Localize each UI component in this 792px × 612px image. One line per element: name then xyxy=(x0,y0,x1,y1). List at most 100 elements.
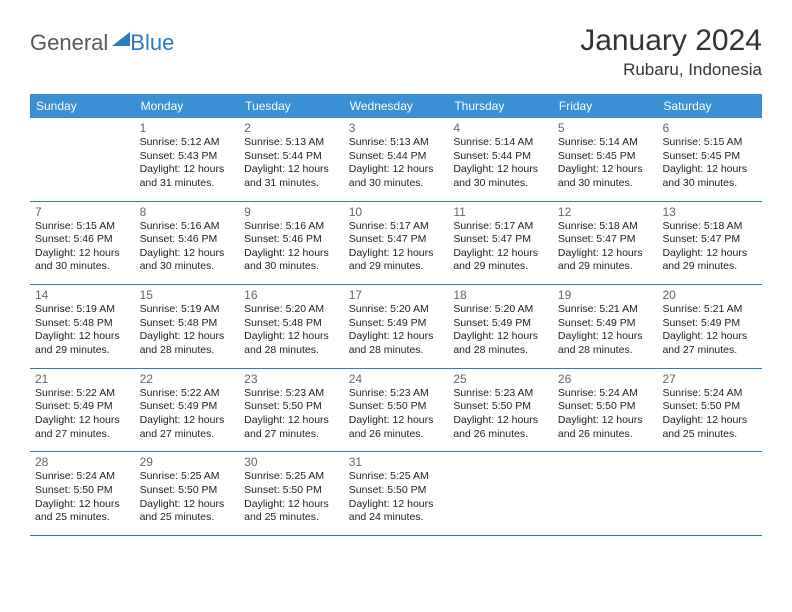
sunrise-line: Sunrise: 5:17 AM xyxy=(349,220,444,234)
sunset-line: Sunset: 5:50 PM xyxy=(244,484,339,498)
location: Rubaru, Indonesia xyxy=(580,60,762,80)
weeks-container: 1Sunrise: 5:12 AMSunset: 5:43 PMDaylight… xyxy=(30,118,762,536)
day-of-week-row: SundayMondayTuesdayWednesdayThursdayFrid… xyxy=(30,94,762,118)
daylight-line: Daylight: 12 hours and 28 minutes. xyxy=(244,330,339,357)
sunset-line: Sunset: 5:47 PM xyxy=(662,233,757,247)
sunrise-line: Sunrise: 5:12 AM xyxy=(140,136,235,150)
day-number: 6 xyxy=(662,121,757,135)
day-cell: 8Sunrise: 5:16 AMSunset: 5:46 PMDaylight… xyxy=(135,202,240,285)
day-cell: 25Sunrise: 5:23 AMSunset: 5:50 PMDayligh… xyxy=(448,369,553,452)
day-number: 13 xyxy=(662,205,757,219)
sunset-line: Sunset: 5:47 PM xyxy=(453,233,548,247)
day-cell: 3Sunrise: 5:13 AMSunset: 5:44 PMDaylight… xyxy=(344,118,449,201)
sunrise-line: Sunrise: 5:24 AM xyxy=(558,387,653,401)
day-number: 22 xyxy=(140,372,235,386)
triangle-icon xyxy=(112,32,130,46)
day-cell: 22Sunrise: 5:22 AMSunset: 5:49 PMDayligh… xyxy=(135,369,240,452)
day-number: 14 xyxy=(35,288,130,302)
day-cell: 20Sunrise: 5:21 AMSunset: 5:49 PMDayligh… xyxy=(657,285,762,368)
sunset-line: Sunset: 5:43 PM xyxy=(140,150,235,164)
day-cell: 13Sunrise: 5:18 AMSunset: 5:47 PMDayligh… xyxy=(657,202,762,285)
daylight-line: Daylight: 12 hours and 25 minutes. xyxy=(662,414,757,441)
day-cell: 12Sunrise: 5:18 AMSunset: 5:47 PMDayligh… xyxy=(553,202,658,285)
daylight-line: Daylight: 12 hours and 29 minutes. xyxy=(453,247,548,274)
daylight-line: Daylight: 12 hours and 29 minutes. xyxy=(662,247,757,274)
sunrise-line: Sunrise: 5:21 AM xyxy=(558,303,653,317)
sunrise-line: Sunrise: 5:21 AM xyxy=(662,303,757,317)
daylight-line: Daylight: 12 hours and 29 minutes. xyxy=(558,247,653,274)
day-cell: 23Sunrise: 5:23 AMSunset: 5:50 PMDayligh… xyxy=(239,369,344,452)
day-number: 2 xyxy=(244,121,339,135)
sunrise-line: Sunrise: 5:22 AM xyxy=(140,387,235,401)
day-cell: 6Sunrise: 5:15 AMSunset: 5:45 PMDaylight… xyxy=(657,118,762,201)
daylight-line: Daylight: 12 hours and 31 minutes. xyxy=(244,163,339,190)
sunset-line: Sunset: 5:49 PM xyxy=(453,317,548,331)
sunrise-line: Sunrise: 5:19 AM xyxy=(140,303,235,317)
sunset-line: Sunset: 5:48 PM xyxy=(244,317,339,331)
sunrise-line: Sunrise: 5:24 AM xyxy=(35,470,130,484)
daylight-line: Daylight: 12 hours and 28 minutes. xyxy=(453,330,548,357)
daylight-line: Daylight: 12 hours and 26 minutes. xyxy=(453,414,548,441)
daylight-line: Daylight: 12 hours and 30 minutes. xyxy=(35,247,130,274)
sunset-line: Sunset: 5:50 PM xyxy=(349,400,444,414)
week-row: 21Sunrise: 5:22 AMSunset: 5:49 PMDayligh… xyxy=(30,369,762,453)
sunrise-line: Sunrise: 5:25 AM xyxy=(244,470,339,484)
sunrise-line: Sunrise: 5:18 AM xyxy=(662,220,757,234)
sunrise-line: Sunrise: 5:17 AM xyxy=(453,220,548,234)
week-row: 14Sunrise: 5:19 AMSunset: 5:48 PMDayligh… xyxy=(30,285,762,369)
dow-cell: Saturday xyxy=(657,94,762,118)
day-number: 21 xyxy=(35,372,130,386)
daylight-line: Daylight: 12 hours and 26 minutes. xyxy=(349,414,444,441)
sunset-line: Sunset: 5:49 PM xyxy=(662,317,757,331)
sunrise-line: Sunrise: 5:20 AM xyxy=(349,303,444,317)
sunset-line: Sunset: 5:49 PM xyxy=(35,400,130,414)
day-cell: 15Sunrise: 5:19 AMSunset: 5:48 PMDayligh… xyxy=(135,285,240,368)
sunrise-line: Sunrise: 5:23 AM xyxy=(453,387,548,401)
day-cell: 9Sunrise: 5:16 AMSunset: 5:46 PMDaylight… xyxy=(239,202,344,285)
sunrise-line: Sunrise: 5:24 AM xyxy=(662,387,757,401)
day-cell: 31Sunrise: 5:25 AMSunset: 5:50 PMDayligh… xyxy=(344,452,449,535)
dow-cell: Sunday xyxy=(30,94,135,118)
title-block: January 2024 Rubaru, Indonesia xyxy=(580,24,762,80)
day-cell: 14Sunrise: 5:19 AMSunset: 5:48 PMDayligh… xyxy=(30,285,135,368)
week-row: 28Sunrise: 5:24 AMSunset: 5:50 PMDayligh… xyxy=(30,452,762,536)
daylight-line: Daylight: 12 hours and 28 minutes. xyxy=(558,330,653,357)
daylight-line: Daylight: 12 hours and 27 minutes. xyxy=(244,414,339,441)
month-title: January 2024 xyxy=(580,24,762,58)
daylight-line: Daylight: 12 hours and 25 minutes. xyxy=(244,498,339,525)
sunset-line: Sunset: 5:46 PM xyxy=(140,233,235,247)
daylight-line: Daylight: 12 hours and 30 minutes. xyxy=(349,163,444,190)
day-number: 11 xyxy=(453,205,548,219)
daylight-line: Daylight: 12 hours and 31 minutes. xyxy=(140,163,235,190)
day-number: 16 xyxy=(244,288,339,302)
sunset-line: Sunset: 5:45 PM xyxy=(662,150,757,164)
daylight-line: Daylight: 12 hours and 28 minutes. xyxy=(140,330,235,357)
dow-cell: Friday xyxy=(553,94,658,118)
day-number: 24 xyxy=(349,372,444,386)
day-cell: 30Sunrise: 5:25 AMSunset: 5:50 PMDayligh… xyxy=(239,452,344,535)
brand-part1: General xyxy=(30,30,108,56)
day-number: 15 xyxy=(140,288,235,302)
week-row: 7Sunrise: 5:15 AMSunset: 5:46 PMDaylight… xyxy=(30,202,762,286)
sunrise-line: Sunrise: 5:16 AM xyxy=(244,220,339,234)
day-cell: 21Sunrise: 5:22 AMSunset: 5:49 PMDayligh… xyxy=(30,369,135,452)
dow-cell: Thursday xyxy=(448,94,553,118)
day-number: 26 xyxy=(558,372,653,386)
sunset-line: Sunset: 5:47 PM xyxy=(558,233,653,247)
day-cell: 16Sunrise: 5:20 AMSunset: 5:48 PMDayligh… xyxy=(239,285,344,368)
day-cell: 7Sunrise: 5:15 AMSunset: 5:46 PMDaylight… xyxy=(30,202,135,285)
sunset-line: Sunset: 5:49 PM xyxy=(140,400,235,414)
daylight-line: Daylight: 12 hours and 28 minutes. xyxy=(349,330,444,357)
day-number: 3 xyxy=(349,121,444,135)
daylight-line: Daylight: 12 hours and 24 minutes. xyxy=(349,498,444,525)
sunset-line: Sunset: 5:46 PM xyxy=(244,233,339,247)
day-number: 18 xyxy=(453,288,548,302)
sunset-line: Sunset: 5:44 PM xyxy=(349,150,444,164)
day-cell: 10Sunrise: 5:17 AMSunset: 5:47 PMDayligh… xyxy=(344,202,449,285)
sunset-line: Sunset: 5:50 PM xyxy=(558,400,653,414)
day-number: 8 xyxy=(140,205,235,219)
sunrise-line: Sunrise: 5:18 AM xyxy=(558,220,653,234)
day-cell: 1Sunrise: 5:12 AMSunset: 5:43 PMDaylight… xyxy=(135,118,240,201)
day-cell: 2Sunrise: 5:13 AMSunset: 5:44 PMDaylight… xyxy=(239,118,344,201)
daylight-line: Daylight: 12 hours and 27 minutes. xyxy=(35,414,130,441)
